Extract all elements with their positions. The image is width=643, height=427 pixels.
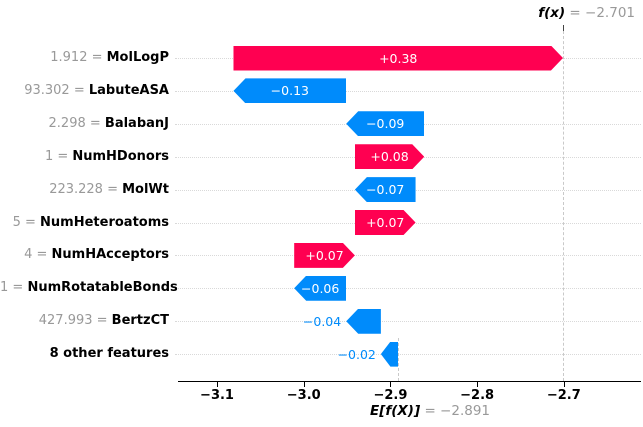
fx-dashed-line [562, 26, 564, 381]
base-dashed-line [398, 338, 400, 381]
feature-row-label: 223.228 = MolWt [0, 181, 169, 197]
shap-value-label: +0.08 [370, 149, 409, 165]
feature-row-label: 2.298 = BalabanJ [0, 115, 169, 131]
fx-annotation: f(x) = −2.701 [538, 5, 635, 21]
shap-bar-positive: +0.38 [233, 45, 563, 71]
feature-row-label: 93.302 = LabuteASA [0, 82, 169, 98]
row-gridline [175, 288, 641, 290]
feature-value: 5 = [12, 214, 41, 230]
feature-name: NumHAcceptors [51, 247, 169, 263]
feature-row-label: 8 other features [0, 347, 169, 361]
x-axis-line [178, 381, 641, 382]
x-axis-tick-label: −2.8 [460, 388, 495, 403]
fx-annotation-value: = −2.701 [565, 5, 635, 21]
shap-value-label: +0.07 [305, 247, 344, 263]
x-axis-tick-label: −3.0 [286, 388, 321, 403]
feature-name: MolLogP [106, 50, 169, 65]
base-annotation-value: = −2.891 [420, 403, 491, 419]
shap-value-label-outside: −0.02 [337, 346, 376, 362]
row-gridline [175, 255, 641, 257]
shap-bar-positive: +0.07 [354, 210, 416, 235]
shap-bar-negative: −0.09 [346, 111, 425, 137]
feature-name: NumRotatableBonds [27, 280, 178, 296]
shap-bar-negative: −0.07 [354, 177, 416, 203]
feature-name: 8 other features [49, 346, 169, 362]
x-axis-tick [390, 382, 392, 387]
feature-value: 1.912 = [50, 50, 107, 65]
shap-value-label: +0.38 [379, 50, 418, 66]
feature-value: 2.298 = [48, 115, 105, 131]
feature-value: 223.228 = [49, 181, 123, 197]
feature-row-label: 4 = NumHAcceptors [0, 248, 169, 262]
fx-annotation-name: f(x) [538, 5, 566, 21]
shap-bar-positive: +0.07 [294, 242, 355, 268]
feature-row-label: 1 = NumRotatableBonds [0, 280, 178, 296]
shap-value-label-outside: −0.04 [302, 313, 342, 329]
shap-bar-negative [380, 341, 399, 367]
feature-row-label: 5 = NumHeteroatoms [0, 214, 169, 230]
shap-value-label: +0.07 [366, 215, 405, 230]
feature-row-label: 1 = NumHDonors [0, 148, 169, 164]
shap-bar-negative: −0.06 [294, 275, 347, 301]
row-gridline [175, 354, 641, 356]
base-annotation-name: E[f(X)] [369, 403, 421, 419]
feature-name: NumHeteroatoms [40, 214, 169, 230]
shap-bar-positive: +0.08 [354, 144, 425, 170]
feature-value: 427.993 = [38, 313, 112, 329]
shap-value-label: −0.13 [270, 83, 309, 99]
feature-name: BalabanJ [104, 115, 169, 131]
feature-name: MolWt [122, 181, 169, 197]
x-axis-tick-label: −2.7 [546, 388, 581, 403]
feature-value: 4 = [24, 247, 52, 263]
feature-name: NumHDonors [72, 148, 169, 164]
x-axis-tick-label: −2.9 [373, 388, 408, 403]
feature-name: LabuteASA [88, 82, 169, 98]
feature-value: 1 = [0, 280, 28, 296]
feature-value: 1 = [44, 148, 73, 164]
x-axis-tick [477, 382, 479, 387]
row-gridline [175, 90, 641, 92]
feature-row-label: 1.912 = MolLogP [0, 51, 169, 65]
feature-row-label: 427.993 = BertzCT [0, 314, 169, 328]
x-axis-tick [303, 382, 305, 387]
shap-value-label: −0.07 [366, 182, 405, 198]
shap-value-label: −0.09 [366, 116, 405, 132]
shap-bar-negative: −0.13 [233, 78, 346, 104]
shap-value-label: −0.06 [301, 280, 340, 296]
feature-value: 93.302 = [24, 82, 89, 98]
base-value-annotation: E[f(X)] = −2.891 [330, 403, 530, 419]
fx-tick [562, 25, 564, 31]
shap-bar-negative [346, 308, 381, 334]
row-gridline [175, 321, 641, 323]
x-axis-tick-label: −3.1 [200, 388, 234, 403]
x-axis-tick [217, 382, 219, 387]
x-axis-tick [563, 382, 565, 387]
feature-name: BertzCT [111, 313, 169, 329]
